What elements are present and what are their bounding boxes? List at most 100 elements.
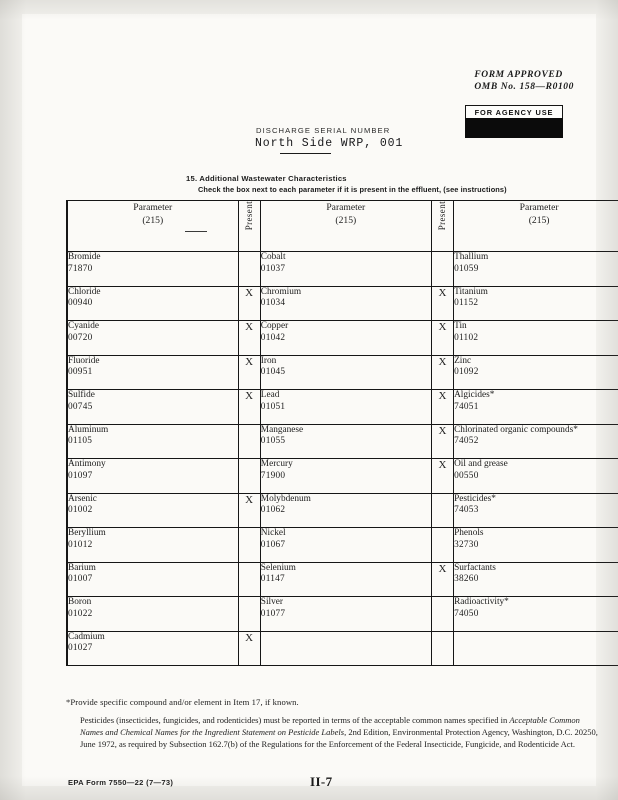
parameter-cell: Algicides* 74051 [453, 389, 618, 425]
parameter-code: 01002 [68, 505, 93, 516]
present-checkbox[interactable]: X [430, 285, 455, 321]
present-checkbox[interactable] [237, 596, 261, 632]
parameter-cell: Chlorinated organic compounds* 74052 [453, 423, 618, 459]
header-parameter-code-2: (215) [335, 215, 357, 226]
footnote-asterisk: *Provide specific compound and/or elemen… [66, 697, 299, 707]
for-agency-use-field[interactable] [465, 118, 563, 138]
present-checkbox[interactable] [430, 492, 455, 528]
parameter-code: 38260 [454, 574, 479, 585]
present-checkbox[interactable]: X [237, 320, 261, 356]
epa-form-number: EPA Form 7550—22 (7—73) [68, 778, 174, 787]
present-checkbox[interactable]: X [237, 285, 261, 321]
parameter-name: Mercury [260, 459, 293, 469]
present-checkbox[interactable]: X [430, 458, 455, 494]
parameter-cell: Iron 01045 [259, 354, 432, 390]
present-checkbox[interactable]: X [430, 561, 455, 597]
parameter-name: Arsenic [68, 493, 97, 504]
parameter-code: 01105 [68, 436, 93, 447]
discharge-serial-underline [280, 153, 331, 155]
present-checkbox[interactable] [237, 423, 261, 459]
parameter-code: 01037 [260, 263, 286, 274]
parameter-name: Chromium [260, 286, 302, 297]
table-row: Antimony 01097 Mercury 71900 X Oil and grease… [66, 458, 618, 494]
present-checkbox[interactable] [430, 527, 455, 563]
parameter-code: 00720 [68, 332, 93, 343]
parameter-name: Titanium [454, 286, 488, 297]
parameter-cell: Cyanide 00720 [66, 320, 239, 356]
parameter-name: Cadmium [68, 631, 105, 642]
parameter-name: Tin [454, 321, 467, 331]
footnote-pesticides-part1: Pesticides (insecticides, fungicides, an… [80, 715, 510, 725]
parameter-code: 01062 [260, 505, 286, 516]
footnote-pesticides: Pesticides (insecticides, fungicides, an… [80, 714, 599, 751]
parameter-cell: Beryllium 01012 [66, 527, 239, 563]
present-checkbox[interactable] [430, 630, 455, 666]
parameter-cell: Arsenic 01002 [66, 492, 239, 528]
present-checkbox[interactable]: X [237, 389, 261, 425]
parameter-cell: Tin 01102 [453, 320, 618, 356]
parameter-cell: Chloride 00940 [66, 285, 239, 321]
parameter-cell: Selenium 01147 [259, 561, 432, 597]
parameter-cell: Boron 01022 [66, 596, 239, 632]
parameter-cell: Thallium 01059 [453, 251, 618, 287]
parameter-code: 01092 [454, 367, 479, 378]
present-checkbox[interactable]: X [237, 630, 261, 666]
parameter-cell: Molybdenum 01062 [259, 492, 432, 528]
present-checkbox[interactable] [237, 561, 261, 597]
parameter-cell: Lead 01051 [259, 389, 432, 425]
parameter-code: 74052 [454, 436, 479, 447]
header-parameter-label-2: Parameter [326, 202, 366, 213]
form-approved-line2: OMB No. 158—R0100 [474, 82, 574, 92]
parameter-cell: Sulfide 00745 [66, 389, 239, 425]
discharge-serial-number-value[interactable]: North Side WRP, 001 [255, 137, 404, 150]
header-present-col2: Present [430, 200, 455, 252]
form-approved-line1: FORM APPROVED [474, 70, 563, 80]
parameter-code: 74051 [454, 401, 479, 412]
parameter-code: 00745 [68, 401, 93, 412]
present-checkbox[interactable] [430, 596, 455, 632]
parameter-code: 01051 [260, 401, 286, 412]
header-blank-line [185, 231, 207, 233]
parameter-name: Surfactants [454, 562, 496, 573]
parameter-cell: Phenols 32730 [453, 527, 618, 563]
header-parameter-code-3: (215) [528, 215, 550, 226]
parameter-name: Cobalt [260, 252, 286, 262]
present-checkbox[interactable] [237, 458, 261, 494]
present-checkbox[interactable]: X [237, 354, 261, 390]
for-agency-use-label: FOR AGENCY USE [465, 105, 563, 118]
form-sheet: FORM APPROVED OMB No. 158—R0100 FOR AGEN… [22, 14, 618, 789]
present-checkbox[interactable]: X [430, 320, 455, 356]
parameter-code: 01059 [454, 263, 479, 274]
parameter-cell: Mercury 71900 [259, 458, 432, 494]
parameter-name: Bromide [68, 252, 101, 262]
parameter-name: Nickel [260, 528, 286, 538]
parameter-code: 01067 [260, 539, 286, 550]
parameter-cell: Nickel 01067 [259, 527, 432, 563]
table-row: Beryllium01012Nickel01067Phenols32730X [66, 527, 618, 563]
parameter-cell: Oil and grease 00550 [453, 458, 618, 494]
form-approved-stamp: FORM APPROVED OMB No. 158—R0100 [474, 69, 574, 93]
parameter-name: Boron [68, 597, 92, 607]
item-instruction: Check the box next to each parameter if … [198, 185, 507, 194]
parameter-cell: Copper 01042 [259, 320, 432, 356]
parameter-name: Molybdenum [260, 493, 311, 504]
parameter-cell: Cadmium 01027 [66, 630, 239, 666]
parameter-name: Algicides* [454, 390, 495, 400]
present-checkbox[interactable]: X [430, 389, 455, 425]
footnote-pesticides-italic: Acceptable Common Names and Chemical Nam… [80, 715, 580, 738]
parameter-code: 01034 [260, 298, 286, 309]
parameter-cell: Silver 01077 [259, 596, 432, 632]
present-checkbox[interactable]: X [430, 423, 455, 459]
parameter-cell: Bromide 71870 [66, 251, 239, 287]
parameter-name: Iron [260, 355, 277, 366]
for-agency-use-block: FOR AGENCY USE [465, 105, 563, 138]
header-parameter-col3: Parameter (215) [453, 200, 618, 252]
present-checkbox[interactable] [237, 527, 261, 563]
present-checkbox[interactable] [237, 251, 261, 287]
present-checkbox[interactable]: X [237, 492, 261, 528]
item-number: 15. [186, 174, 198, 183]
parameter-name: Oil and grease [454, 459, 508, 469]
present-checkbox[interactable]: X [430, 354, 455, 390]
present-checkbox[interactable] [430, 251, 455, 287]
